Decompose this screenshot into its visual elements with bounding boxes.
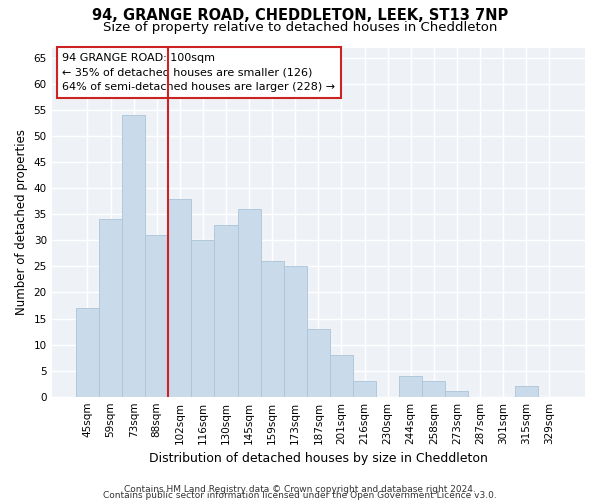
Text: Size of property relative to detached houses in Cheddleton: Size of property relative to detached ho… [103, 21, 497, 34]
Bar [284, 266, 307, 396]
Bar [191, 240, 214, 396]
Bar [238, 209, 260, 396]
Text: Contains HM Land Registry data © Crown copyright and database right 2024.: Contains HM Land Registry data © Crown c… [124, 485, 476, 494]
Text: Contains public sector information licensed under the Open Government Licence v3: Contains public sector information licen… [103, 491, 497, 500]
Bar [515, 386, 538, 396]
Bar [168, 198, 191, 396]
Bar [76, 308, 99, 396]
Bar [122, 116, 145, 396]
Bar [422, 381, 445, 396]
Bar [353, 381, 376, 396]
Bar [214, 224, 238, 396]
Bar [145, 235, 168, 396]
Bar [260, 261, 284, 396]
Y-axis label: Number of detached properties: Number of detached properties [15, 129, 28, 315]
Bar [399, 376, 422, 396]
Text: 94 GRANGE ROAD: 100sqm
← 35% of detached houses are smaller (126)
64% of semi-de: 94 GRANGE ROAD: 100sqm ← 35% of detached… [62, 52, 335, 92]
Text: 94, GRANGE ROAD, CHEDDLETON, LEEK, ST13 7NP: 94, GRANGE ROAD, CHEDDLETON, LEEK, ST13 … [92, 8, 508, 22]
Bar [99, 220, 122, 396]
X-axis label: Distribution of detached houses by size in Cheddleton: Distribution of detached houses by size … [149, 452, 488, 465]
Bar [307, 329, 330, 396]
Bar [330, 355, 353, 397]
Bar [445, 392, 469, 396]
